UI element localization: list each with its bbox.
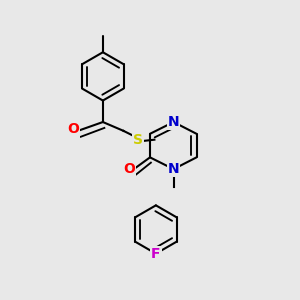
Text: O: O	[124, 162, 135, 176]
Text: F: F	[151, 247, 160, 261]
Text: S: S	[133, 133, 143, 147]
Text: O: O	[68, 122, 80, 136]
Text: N: N	[168, 162, 179, 176]
Text: N: N	[168, 115, 179, 129]
